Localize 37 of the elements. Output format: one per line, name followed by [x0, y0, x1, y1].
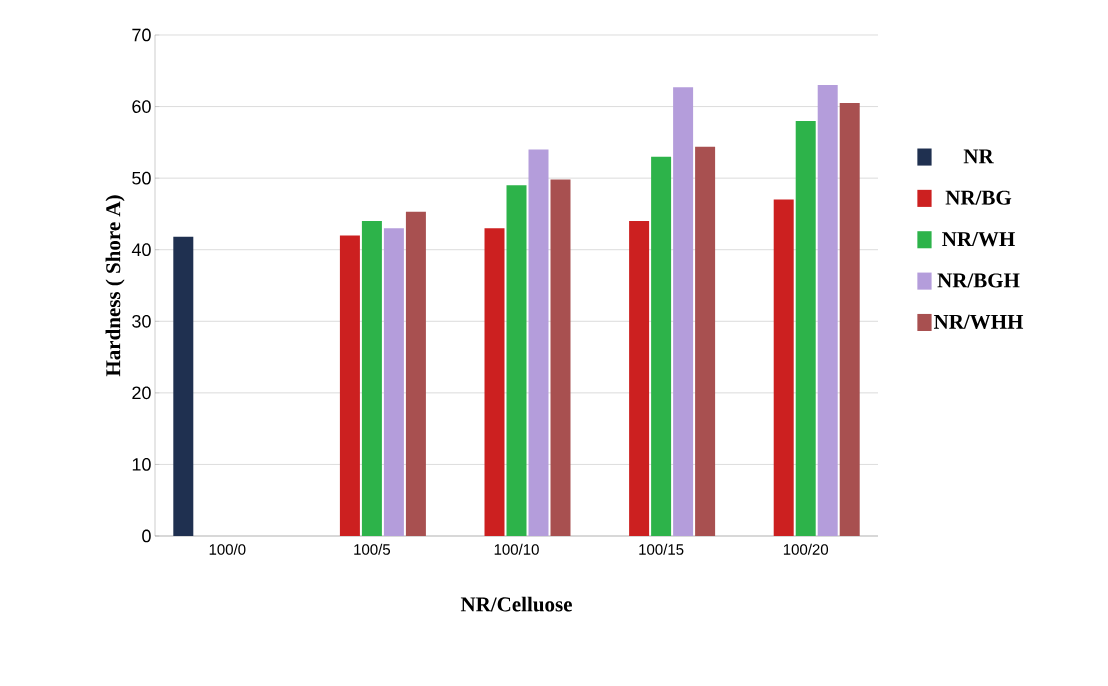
legend-label: NR/WHH — [933, 314, 1024, 329]
y-tick-label: 70 — [132, 28, 151, 42]
legend-label: NR/WH — [942, 232, 1015, 247]
x-tick-label: 100/15 — [639, 543, 684, 555]
y-tick-label: 60 — [132, 100, 151, 113]
bar — [484, 228, 505, 536]
bar — [695, 146, 716, 536]
y-axis-title: Hardness ( Shore A) — [105, 195, 125, 377]
bar — [506, 185, 527, 536]
x-axis-title: NR/Celluose — [460, 596, 572, 612]
bar — [839, 102, 860, 536]
bar — [795, 120, 816, 536]
bar — [383, 228, 404, 536]
y-tick-label: 50 — [132, 171, 151, 185]
bar — [773, 199, 794, 536]
bar — [361, 221, 382, 536]
bar — [629, 221, 650, 536]
y-tick-label: 20 — [132, 386, 151, 400]
bar — [673, 87, 694, 536]
y-tick-label: 0 — [142, 529, 151, 543]
y-tick-label: 40 — [131, 243, 151, 257]
legend-label: NR/BG — [945, 190, 1012, 205]
bar — [817, 85, 838, 536]
bar — [550, 179, 571, 536]
x-tick-label: 100/20 — [783, 543, 829, 555]
bar — [528, 149, 549, 536]
y-tick-label: 10 — [132, 458, 151, 471]
x-tick-label: 100/0 — [209, 543, 246, 555]
bar — [651, 156, 672, 536]
y-tick-label: 30 — [132, 314, 151, 328]
legend-label: NR/BGH — [937, 273, 1020, 288]
bar — [405, 211, 426, 536]
x-tick-label: 100/10 — [494, 543, 539, 555]
bar — [173, 236, 194, 536]
x-tick-label: 100/5 — [354, 543, 391, 555]
bar — [339, 235, 360, 536]
legend-label: NR — [963, 149, 994, 164]
